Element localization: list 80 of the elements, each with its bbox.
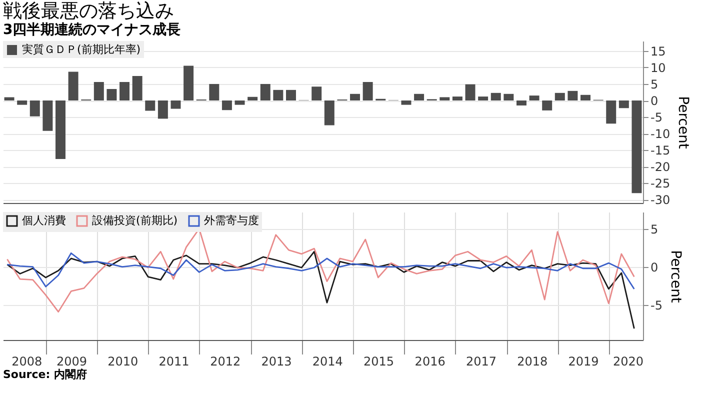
bar <box>529 96 540 101</box>
bar <box>478 96 488 101</box>
bar <box>94 82 104 101</box>
bar <box>440 97 450 101</box>
x-tick-label: 2020 <box>612 354 644 368</box>
bar <box>248 96 258 101</box>
bar <box>516 100 526 106</box>
bar <box>452 96 462 101</box>
bar <box>30 100 40 116</box>
bar <box>273 90 284 101</box>
bar <box>184 66 194 101</box>
bar <box>490 92 501 101</box>
bar <box>401 100 412 105</box>
x-tick-label: 2011 <box>158 354 190 368</box>
bar <box>632 100 642 194</box>
bar <box>17 100 28 105</box>
legend-label: 実質ＧＤＰ(前期比年率) <box>22 43 141 56</box>
y-tick-label: -20 <box>650 160 670 174</box>
y-axis-title: Percent <box>675 96 692 150</box>
bar <box>568 90 578 101</box>
bar <box>260 84 270 101</box>
x-tick-label: 2015 <box>364 354 394 368</box>
x-tick-label: 2009 <box>56 354 88 368</box>
bar <box>324 100 334 126</box>
bar <box>414 94 424 101</box>
bar <box>170 100 181 109</box>
chart-subtitle: 3四半期連続のマイナス成長 <box>3 22 181 38</box>
bar <box>234 100 245 105</box>
legend-label: 設備投資(前期比) <box>92 214 178 227</box>
x-tick-label: 2008 <box>12 354 42 368</box>
bar <box>350 94 360 101</box>
y-tick-label: 5 <box>650 77 658 92</box>
y-tick-label: 15 <box>650 44 666 58</box>
bar <box>504 94 514 101</box>
x-tick-label: 2018 <box>517 354 548 368</box>
bar <box>120 82 130 101</box>
bar <box>312 86 322 101</box>
y-tick-label: -30 <box>650 193 670 208</box>
bar <box>106 88 117 101</box>
bar <box>42 100 53 131</box>
y-tick-label: -15 <box>650 144 670 158</box>
x-tick-label: 2013 <box>261 354 292 368</box>
x-tick-label: 2017 <box>466 354 496 368</box>
bar <box>68 72 78 101</box>
source-note: Source: 内閣府 <box>3 368 87 381</box>
x-tick-label: 2019 <box>568 354 599 368</box>
bar <box>542 100 552 110</box>
y-tick-label: 5 <box>650 222 658 236</box>
bar <box>145 100 156 111</box>
bar <box>618 100 629 108</box>
y-axis-title: Percent <box>667 250 684 304</box>
bar <box>580 94 590 101</box>
x-tick-label: 2012 <box>210 354 241 368</box>
bar <box>4 97 14 101</box>
bar <box>209 84 220 101</box>
y-tick-label: 10 <box>650 60 666 75</box>
legend-label: 個人消費 <box>22 214 66 227</box>
line-series <box>6 250 635 330</box>
line-series <box>6 228 635 313</box>
x-tick-label: 2016 <box>414 354 446 368</box>
y-tick-label: 0 <box>650 94 658 108</box>
bar <box>222 100 232 110</box>
bar <box>56 100 66 160</box>
bar <box>158 100 168 119</box>
y-tick-label: -25 <box>650 176 670 191</box>
legend-label: 外需寄与度 <box>204 214 259 227</box>
chart-title: 戦後最悪の落ち込み <box>3 0 174 22</box>
y-tick-label: -5 <box>650 110 662 125</box>
y-tick-label: -10 <box>650 127 670 142</box>
bar <box>132 76 142 101</box>
bar <box>286 90 296 101</box>
line-series <box>6 252 635 290</box>
bar <box>465 84 476 101</box>
bar <box>606 100 616 124</box>
x-tick-label: 2014 <box>312 354 343 368</box>
y-tick-label: -5 <box>650 298 662 312</box>
bar <box>362 82 373 101</box>
bar <box>554 92 565 101</box>
y-tick-label: 0 <box>650 260 658 274</box>
x-tick-label: 2010 <box>108 354 138 368</box>
